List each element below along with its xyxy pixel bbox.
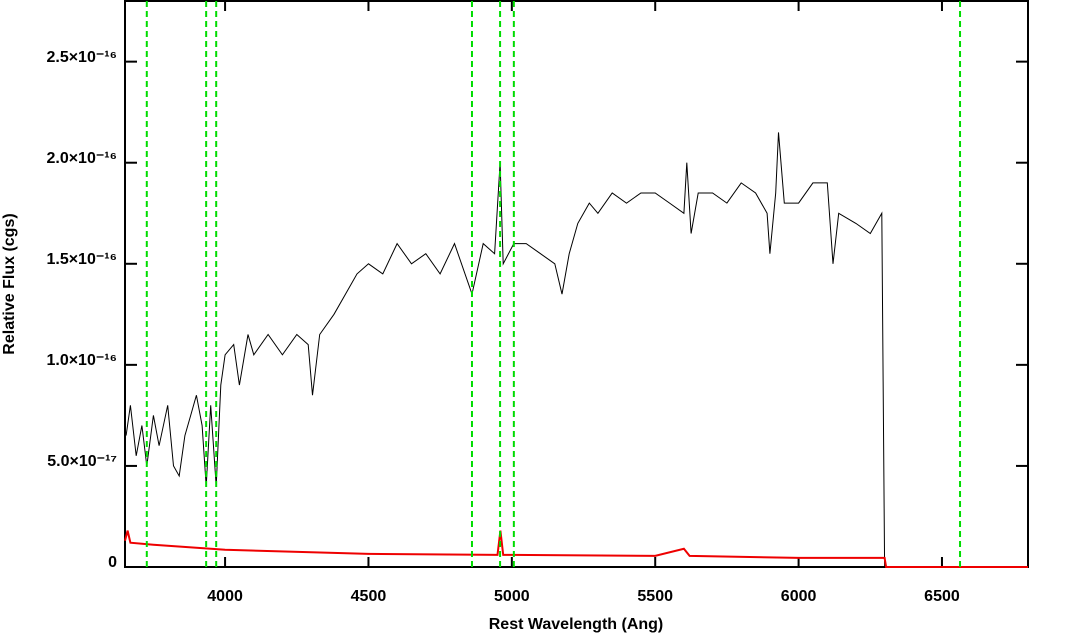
y-tick-label: 5.0×10⁻¹⁷ [47,453,117,470]
y-tick-label: 2.0×10⁻¹⁶ [46,150,117,167]
y-axis-label: Relative Flux (cgs) [1,213,18,354]
spectrum-line [124,530,1028,568]
spectrum-line [125,132,1028,568]
x-tick-label: 6500 [924,588,960,605]
x-tick-label: 6000 [781,588,817,605]
x-tick-label: 5500 [637,588,673,605]
y-tick-label: 2.5×10⁻¹⁶ [46,49,117,66]
x-tick-label: 4500 [351,588,387,605]
x-tick-label: 5000 [494,588,530,605]
y-tick-label: 1.0×10⁻¹⁶ [46,352,117,369]
y-tick-label: 0 [108,554,117,571]
plot-frame [124,0,1029,568]
x-tick-label: 4000 [207,588,243,605]
x-axis-label: Rest Wavelength (Ang) [489,616,664,633]
y-tick-label: 1.5×10⁻¹⁶ [46,251,117,268]
